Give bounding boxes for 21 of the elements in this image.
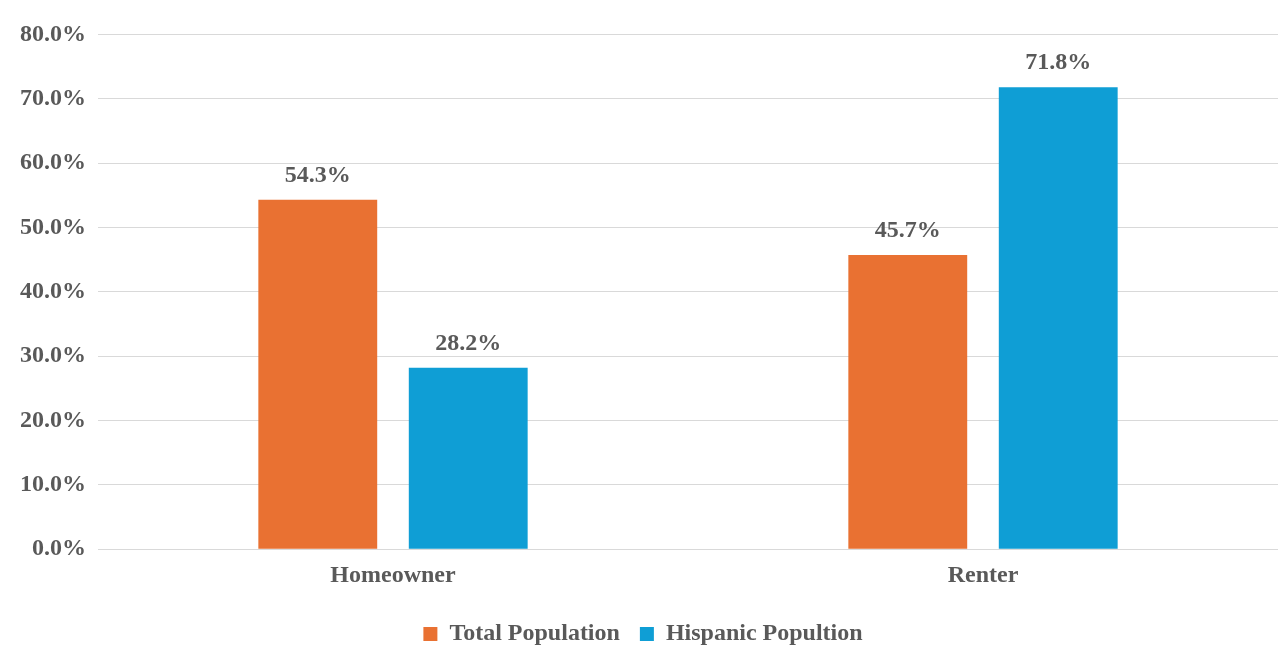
y-tick-label: 20.0% xyxy=(20,405,86,432)
bar xyxy=(258,199,378,549)
legend-label: Hispanic Popultion xyxy=(665,619,863,646)
data-label: 45.7% xyxy=(874,216,941,243)
y-tick-label: 50.0% xyxy=(20,212,86,239)
data-label: 28.2% xyxy=(435,328,502,355)
y-tick-label: 40.0% xyxy=(20,277,86,303)
y-tick-label: 10.0% xyxy=(20,470,86,497)
y-tick-label: 80.0% xyxy=(20,19,86,46)
legend-label: Total Population xyxy=(449,619,620,646)
data-label: 54.3% xyxy=(284,160,351,187)
data-label: 71.8% xyxy=(1025,48,1092,75)
y-tick-label: 30.0% xyxy=(20,341,86,368)
bar xyxy=(998,87,1118,549)
x-tick-label: Renter xyxy=(947,560,1019,587)
y-tick-label: 60.0% xyxy=(20,148,86,175)
bar xyxy=(408,367,528,549)
x-tick-label: Homeowner xyxy=(330,560,456,587)
bar xyxy=(848,255,968,549)
y-tick-label: 70.0% xyxy=(20,83,86,110)
y-tick-label: 0.0% xyxy=(32,534,86,561)
